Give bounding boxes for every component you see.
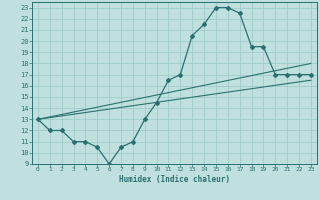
X-axis label: Humidex (Indice chaleur): Humidex (Indice chaleur): [119, 175, 230, 184]
